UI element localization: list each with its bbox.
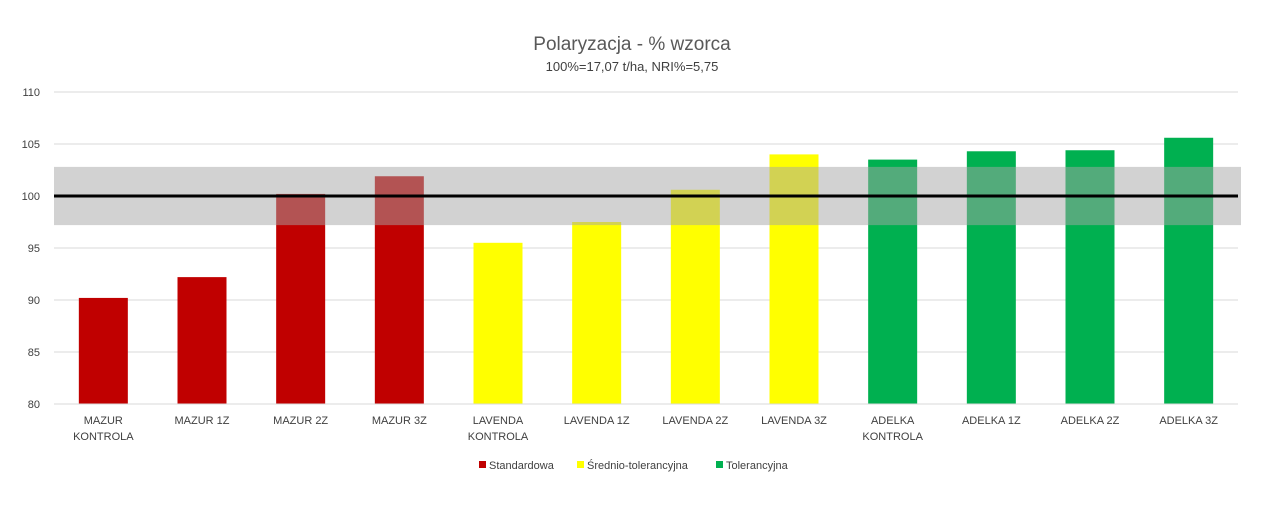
bars	[78, 137, 1214, 404]
x-tick-label-line: MAZUR 3Z	[372, 415, 427, 427]
legend: Standardowa Średnio-tolerancyjna Tolerancy…	[479, 459, 789, 472]
x-tick-label-line: ADELKA 3Z	[1159, 415, 1218, 427]
x-tick-label: ADELKA 2Z	[1061, 415, 1120, 427]
x-tick-label-line: ADELKA 1Z	[962, 415, 1021, 427]
y-tick-label: 90	[28, 295, 40, 307]
chart-title: Polaryzacja - % wzorca	[533, 34, 731, 55]
x-axis: MAZUR KONTROLA MAZUR 1Z MAZUR 2Z MAZUR 3Z LAV…	[54, 403, 1238, 443]
y-tick-label: 110	[22, 87, 40, 99]
x-tick-label: ADELKA 3Z	[1159, 415, 1218, 427]
x-tick-label: LAVENDA 2Z	[662, 415, 728, 427]
y-axis: 80 85 90 95 100 105 110	[22, 87, 40, 411]
x-tick-label-line: KONTROLA	[468, 431, 529, 443]
y-tick-label: 95	[28, 243, 40, 255]
x-tick-label: MAZUR 3Z	[372, 415, 427, 427]
x-tick-label: ADELKA 1Z	[962, 415, 1021, 427]
x-tick-label: LAVENDA KONTROLA	[468, 415, 529, 443]
legend-swatch	[577, 461, 584, 468]
x-tick-label: MAZUR 2Z	[273, 415, 328, 427]
legend-swatch	[479, 461, 486, 468]
legend-label: Średnio-tolerancyjna	[587, 459, 689, 472]
x-tick-label: ADELKA KONTROLA	[862, 415, 923, 443]
x-tick-label: LAVENDA 1Z	[564, 415, 630, 427]
x-tick-label: MAZUR KONTROLA	[73, 415, 134, 443]
y-tick-label: 100	[22, 191, 40, 203]
x-tick-label-line: MAZUR 1Z	[175, 415, 230, 427]
x-tick-label-line: ADELKA 2Z	[1061, 415, 1120, 427]
x-tick-label-line: MAZUR	[84, 415, 123, 427]
legend-label: Standardowa	[489, 460, 555, 472]
bar	[177, 277, 227, 404]
y-tick-label: 105	[22, 139, 40, 151]
legend-label: Tolerancyjna	[726, 460, 789, 472]
x-tick-label-line: KONTROLA	[73, 431, 134, 443]
x-tick-label-line: MAZUR 2Z	[273, 415, 328, 427]
x-tick-label: LAVENDA 3Z	[761, 415, 827, 427]
x-tick-label-line: LAVENDA 2Z	[662, 415, 728, 427]
chart-subtitle: 100%=17,07 t/ha, NRI%=5,75	[546, 59, 719, 74]
bar	[473, 242, 523, 404]
bar	[572, 222, 622, 404]
x-tick-label-line: ADELKA	[871, 415, 915, 427]
legend-swatch	[716, 461, 723, 468]
gridlines	[54, 91, 1238, 405]
bar	[78, 297, 128, 404]
bar	[276, 193, 326, 404]
x-tick-label: MAZUR 1Z	[175, 415, 230, 427]
bar	[670, 189, 720, 404]
x-tick-label-line: LAVENDA	[473, 415, 524, 427]
x-tick-label-line: KONTROLA	[862, 431, 923, 443]
x-tick-label-line: LAVENDA 3Z	[761, 415, 827, 427]
y-tick-label: 85	[28, 347, 40, 359]
x-tick-label-line: LAVENDA 1Z	[564, 415, 630, 427]
y-tick-label: 80	[28, 399, 40, 411]
